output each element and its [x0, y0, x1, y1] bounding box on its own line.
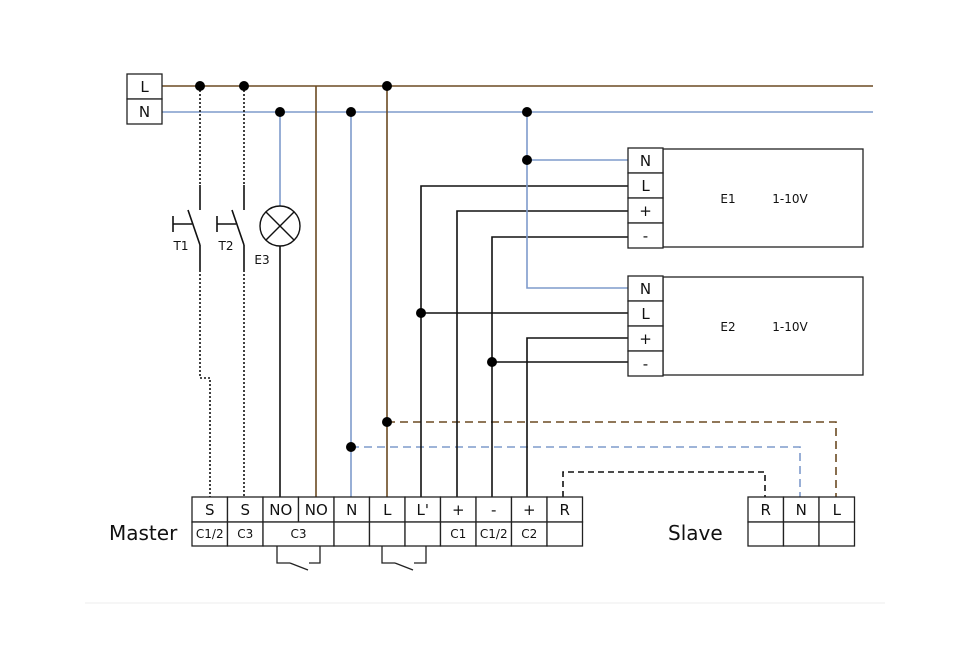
e3-label: E3 [254, 253, 269, 267]
master-terminal-label: S [205, 501, 215, 519]
master-channel-label: C1/2 [196, 527, 224, 541]
driver-e2: NL + - E2 1-10V [627, 275, 864, 377]
master-terminal-label: + [452, 501, 465, 519]
pushbutton-t2 [216, 185, 245, 270]
slave-l [387, 421, 837, 497]
driver-terminal-label: N [640, 152, 651, 170]
c1-plus-e1 [456, 210, 628, 497]
master-terminal-label: R [560, 501, 570, 519]
slave-terminal-label: L [833, 501, 842, 519]
junction-dot [382, 417, 392, 427]
master-channel-label: C3 [237, 527, 253, 541]
master-label: Master [109, 521, 178, 545]
master-terminal-label: L [383, 501, 392, 519]
driver-e1: NL + - E1 1-10V [627, 147, 864, 249]
junction-dot [522, 107, 532, 117]
driver-terminal-label: + [639, 202, 652, 220]
master-terminal-label: N [346, 501, 357, 519]
master-terminal-block: S S NO NO N L L' + - + R C1/2 C3 C3 C1 C1/2 C2 [191, 496, 584, 547]
master-terminal-label: S [240, 501, 250, 519]
slave-n [351, 446, 801, 497]
driver-name: E2 [720, 320, 735, 334]
junction-dot [416, 308, 426, 318]
t2-label: T2 [218, 239, 234, 253]
driver-terminal-label: - [643, 227, 648, 245]
junction-dot [275, 107, 285, 117]
t1-wire [199, 270, 211, 497]
driver-terminal-label: L [641, 305, 650, 323]
master-channel-label: C1 [450, 527, 466, 541]
pushbutton-t1 [172, 185, 201, 270]
master-channel-label: C1/2 [480, 527, 508, 541]
slave-terminal-label: R [761, 501, 771, 519]
t1-label: T1 [173, 239, 189, 253]
lamp-icon [259, 205, 301, 247]
l-prime-e1 [420, 185, 628, 497]
slave-terminal-label: N [796, 501, 807, 519]
minus-e1 [491, 236, 628, 497]
junction-dots [195, 81, 532, 452]
driver-terminal-label: + [639, 330, 652, 348]
c2-plus-e2 [526, 337, 628, 497]
driver-terminal-label: L [641, 177, 650, 195]
relay-contact-icon [276, 546, 321, 571]
driver-name: E1 [720, 192, 735, 206]
junction-dot [346, 107, 356, 117]
master-terminal-label: L' [417, 501, 429, 519]
driver-terminal-label: - [643, 355, 648, 373]
supply-terminal: L N [126, 73, 163, 125]
junction-dot [487, 357, 497, 367]
driver-type: 1-10V [772, 320, 808, 334]
master-terminal-label: NO [269, 501, 292, 519]
master-channel-label: C2 [521, 527, 537, 541]
master-terminal-label: - [491, 501, 496, 519]
n-e2 [526, 112, 628, 289]
master-channel-label: C3 [290, 527, 306, 541]
supply-l-label: L [140, 78, 149, 96]
junction-dot [522, 155, 532, 165]
junction-dot [346, 442, 356, 452]
master-terminal-label: NO [305, 501, 328, 519]
master-terminal-label: + [523, 501, 536, 519]
slave-label: Slave [668, 521, 723, 545]
supply-n-label: N [139, 103, 150, 121]
junction-dot [239, 81, 249, 91]
r-bus [562, 471, 766, 497]
junction-dot [382, 81, 392, 91]
junction-dot [195, 81, 205, 91]
driver-terminal-label: N [640, 280, 651, 298]
driver-type: 1-10V [772, 192, 808, 206]
relay-contact-icon [381, 546, 427, 571]
